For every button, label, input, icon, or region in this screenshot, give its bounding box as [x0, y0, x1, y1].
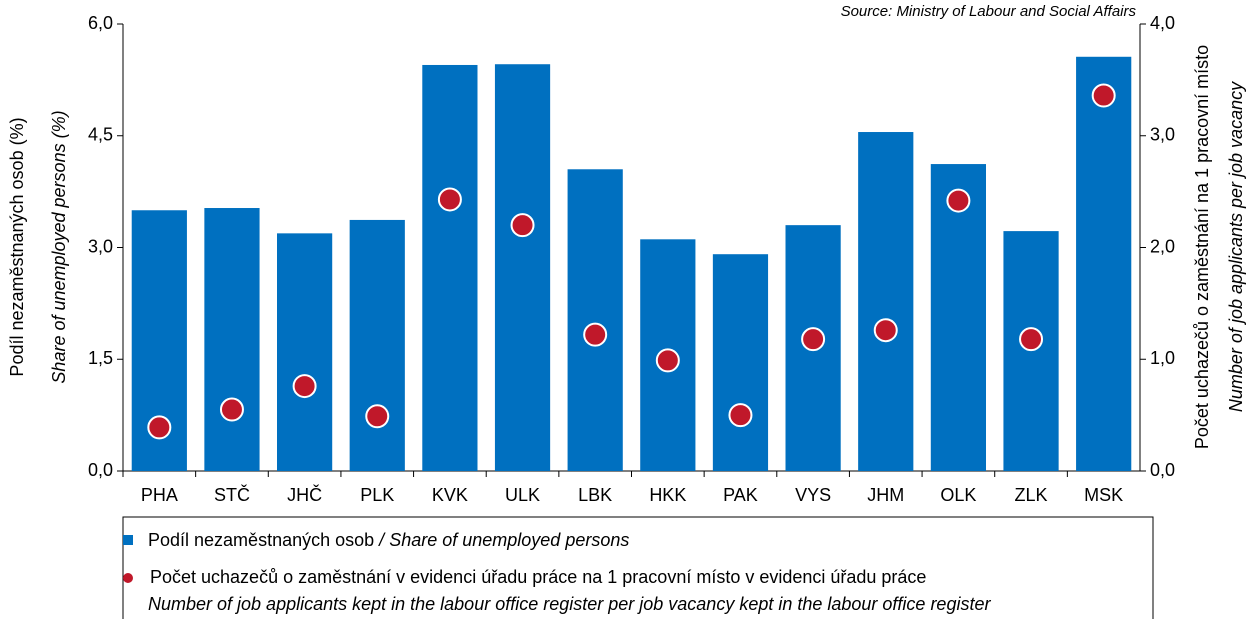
y-tick-label: 0,0: [88, 460, 113, 480]
bar: [1076, 56, 1132, 471]
x-tick-label: VYS: [795, 485, 831, 505]
bar: [277, 233, 333, 471]
bar: [567, 169, 623, 471]
bar: [494, 64, 551, 471]
bar: [422, 64, 478, 471]
y2-tick-label: 1,0: [1150, 348, 1175, 368]
y2-axis-title: Počet uchazečů o zaměstnání na 1 pracovn…: [1192, 45, 1212, 449]
y2-axis-title-en: Number of job applicants per job vacancy: [1226, 81, 1246, 412]
legend-dot: [123, 573, 133, 583]
dot: [365, 404, 390, 429]
x-tick-label: STČ: [214, 484, 250, 505]
legend-separator: /: [377, 530, 386, 550]
bar: [204, 208, 260, 471]
bar: [349, 219, 405, 471]
y2-tick-label: 2,0: [1150, 236, 1175, 256]
x-tick-label: HKK: [649, 485, 686, 505]
bar: [712, 254, 769, 471]
x-tick-label: ULK: [505, 485, 540, 505]
dot: [1091, 83, 1116, 108]
x-tick-label: JHČ: [287, 484, 322, 505]
source: Source: Ministry of Labour and Social Af…: [841, 3, 1137, 20]
dot: [292, 374, 317, 399]
y-tick-label: 6,0: [88, 13, 113, 33]
bar: [858, 132, 914, 471]
dot: [946, 188, 971, 213]
legend-box: [122, 516, 1154, 619]
x-tick-label: PLK: [360, 485, 394, 505]
dot: [219, 397, 244, 422]
dot: [147, 415, 172, 440]
legend-label: Počet uchazečů o zaměstnání v evidenci ú…: [150, 567, 926, 587]
legend-name-en: Share of unemployed persons: [389, 530, 629, 550]
x-tick-label: ZLK: [1015, 485, 1048, 505]
x-tick-label: OLK: [940, 485, 976, 505]
dot: [873, 318, 898, 343]
x-tick-label: MSK: [1084, 485, 1123, 505]
x-tick-label: KVK: [432, 485, 468, 505]
dot: [437, 187, 462, 212]
y2-tick-label: 0,0: [1150, 460, 1175, 480]
x-tick-label: LBK: [578, 485, 612, 505]
dot: [583, 322, 608, 347]
y-tick-label: 4,5: [88, 125, 113, 145]
dot: [655, 348, 680, 373]
legend-label-en: Number of job applicants kept in the lab…: [148, 594, 991, 614]
y2-tick-label: 4,0: [1150, 13, 1175, 33]
bar: [930, 164, 986, 471]
y-axis-title-en: Share of unemployed persons (%): [49, 110, 69, 383]
dot: [728, 403, 753, 428]
x-tick-label: PHA: [141, 485, 178, 505]
y-tick-label: 3,0: [88, 236, 113, 256]
x-tick-label: JHM: [867, 485, 904, 505]
y2-tick-label: 3,0: [1150, 125, 1175, 145]
dot: [1019, 327, 1044, 352]
y-axis-title: Podíl nezaměstnaných osob (%): [7, 117, 27, 376]
legend-name: Podíl nezaměstnaných osob: [148, 530, 374, 550]
legend-label: Podíl nezaměstnaných osob / Share of une…: [148, 530, 629, 550]
legend-swatch: [123, 535, 133, 545]
x-tick-label: PAK: [723, 485, 758, 505]
y-tick-label: 1,5: [88, 348, 113, 368]
dot: [801, 327, 826, 352]
dot: [510, 213, 535, 238]
